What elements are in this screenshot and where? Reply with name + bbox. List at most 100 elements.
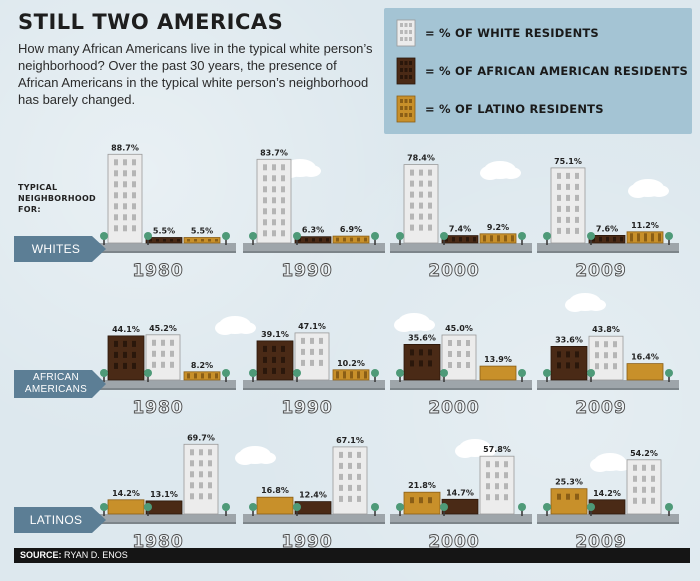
legend-item-black: = % OF AFRICAN AMERICAN RESIDENTS [396,56,688,86]
year-label: 2009 [575,261,626,281]
tree-trunk [103,376,105,382]
building-window [194,239,197,242]
bar-value-label: 75.1% [554,157,582,166]
building-window [301,337,305,344]
building-window [319,238,322,242]
cloud-part [649,185,669,197]
bar-value-label: 12.4% [299,491,327,500]
building-window [504,461,508,468]
curb [94,251,236,253]
building-window [326,238,329,242]
bar-value-label: 6.9% [340,225,362,234]
building-window [177,239,180,242]
building-window [170,350,174,357]
brown-building-icon [396,57,416,85]
cloud-part [301,165,321,177]
building-window [350,371,353,379]
building-window [428,202,432,209]
building-window [272,345,276,352]
building-window [466,351,470,357]
tree-trunk [399,510,401,516]
building-window [199,460,203,467]
bar-value-label: 6.3% [302,226,324,235]
bar-value-label: 13.1% [150,490,178,499]
cloud-icon [590,453,631,472]
bar-value-label: 8.2% [191,361,213,370]
building-window [208,239,211,242]
building-window [123,181,127,188]
bar-latino [256,496,294,515]
building-window [410,180,414,187]
building-window [114,170,118,177]
building-window [272,186,276,193]
building-window [272,367,276,374]
tree-trunk [147,510,149,516]
curb [537,522,679,524]
building-window [504,472,508,479]
bar-value-label: 33.6% [555,335,583,344]
building-window [495,461,499,468]
bar-value-label: 14.2% [112,489,140,498]
building-window [310,348,314,355]
cloud-part [480,166,500,180]
tree-icon [587,232,595,240]
building-window [114,159,118,166]
building-window [557,172,561,179]
bar-value-label: 35.6% [408,333,436,342]
tree-icon [518,232,526,240]
bar-value-label: 83.7% [260,148,288,157]
building-window [495,483,499,490]
building-window [132,225,136,232]
building-window [575,227,579,234]
cloud-part [586,299,606,311]
building-window [263,186,267,193]
building-window [201,373,204,379]
building-window [208,471,212,478]
building-window [319,337,323,344]
cloud-part [236,322,256,334]
building-window [339,462,343,469]
building-window [595,352,599,359]
building-window [339,495,343,502]
building-window [557,227,561,234]
building-window [566,493,570,500]
tree-icon [100,369,108,377]
year-label: 2000 [428,532,479,552]
building-window [566,183,570,190]
building-window [575,362,579,369]
curb [243,251,385,253]
curb [243,522,385,524]
building-window [199,493,203,500]
building-window [410,360,414,367]
tree-trunk [296,510,298,516]
building-window [613,352,617,359]
bar-value-label: 21.8% [408,481,436,490]
legend-item-latino: = % OF LATINO RESIDENTS [396,94,604,124]
building-window [114,351,118,358]
building-window [428,169,432,176]
building-window [123,362,127,369]
curb [94,388,236,390]
building-window [419,191,423,198]
building-window [263,197,267,204]
cloud-part [235,451,255,465]
building-window [642,464,646,471]
building-window [114,214,118,221]
building-window [504,235,507,242]
building-window [428,180,432,187]
bar-value-label: 78.4% [407,154,435,163]
tree-icon [543,369,551,377]
building-window [566,205,570,212]
building-window [452,237,455,242]
building-window [152,361,156,368]
tree-trunk [252,239,254,245]
building-window [114,192,118,199]
building-window [658,233,661,242]
building-window [357,495,361,502]
row-tag-label: LATINOS [29,513,83,527]
building-window [170,339,174,346]
building-window [566,194,570,201]
building-window [281,186,285,193]
curb [390,388,532,390]
